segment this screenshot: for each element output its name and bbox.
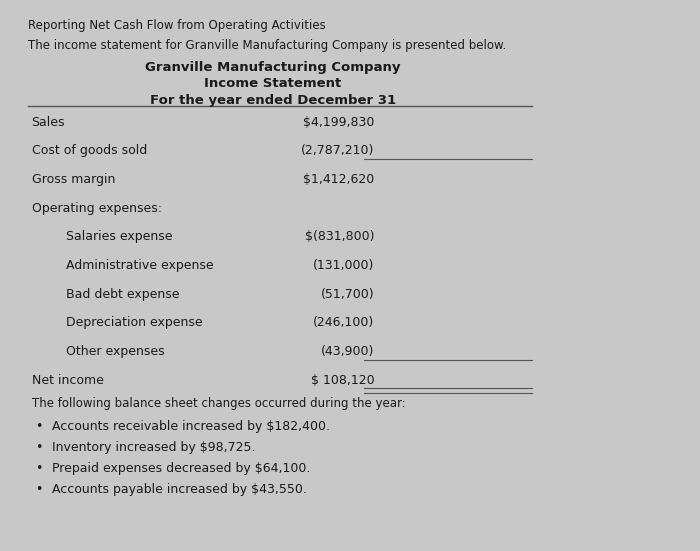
- Text: Gross margin: Gross margin: [32, 173, 115, 186]
- Text: $1,412,620: $1,412,620: [303, 173, 375, 186]
- Text: The income statement for Granville Manufacturing Company is presented below.: The income statement for Granville Manuf…: [28, 39, 506, 52]
- Text: Income Statement: Income Statement: [204, 77, 342, 90]
- Text: Reporting Net Cash Flow from Operating Activities: Reporting Net Cash Flow from Operating A…: [28, 19, 326, 33]
- Text: Cost of goods sold: Cost of goods sold: [32, 144, 147, 158]
- Text: Net income: Net income: [32, 374, 104, 387]
- Text: (2,787,210): (2,787,210): [301, 144, 374, 158]
- Text: •: •: [35, 462, 43, 475]
- Text: Sales: Sales: [32, 116, 65, 129]
- Text: For the year ended December 31: For the year ended December 31: [150, 94, 396, 107]
- Text: Bad debt expense: Bad debt expense: [66, 288, 180, 301]
- Text: Operating expenses:: Operating expenses:: [32, 202, 162, 215]
- Text: Salaries expense: Salaries expense: [66, 230, 173, 244]
- Text: $4,199,830: $4,199,830: [303, 116, 375, 129]
- Text: •: •: [35, 441, 43, 454]
- Text: Other expenses: Other expenses: [66, 345, 165, 358]
- Text: (131,000): (131,000): [313, 259, 375, 272]
- Text: •: •: [35, 420, 43, 433]
- Text: •: •: [35, 483, 43, 496]
- Text: Prepaid expenses decreased by $64,100.: Prepaid expenses decreased by $64,100.: [52, 462, 311, 475]
- Text: $ 108,120: $ 108,120: [311, 374, 374, 387]
- Text: Inventory increased by $98,725.: Inventory increased by $98,725.: [52, 441, 256, 454]
- Text: The following balance sheet changes occurred during the year:: The following balance sheet changes occu…: [32, 397, 405, 410]
- Text: Granville Manufacturing Company: Granville Manufacturing Company: [146, 61, 400, 74]
- Text: Accounts payable increased by $43,550.: Accounts payable increased by $43,550.: [52, 483, 307, 496]
- Text: $(831,800): $(831,800): [305, 230, 374, 244]
- Text: (246,100): (246,100): [314, 316, 375, 329]
- Text: (43,900): (43,900): [321, 345, 374, 358]
- Text: Administrative expense: Administrative expense: [66, 259, 214, 272]
- Text: Accounts receivable increased by $182,400.: Accounts receivable increased by $182,40…: [52, 420, 330, 433]
- Text: Depreciation expense: Depreciation expense: [66, 316, 203, 329]
- Text: (51,700): (51,700): [321, 288, 374, 301]
